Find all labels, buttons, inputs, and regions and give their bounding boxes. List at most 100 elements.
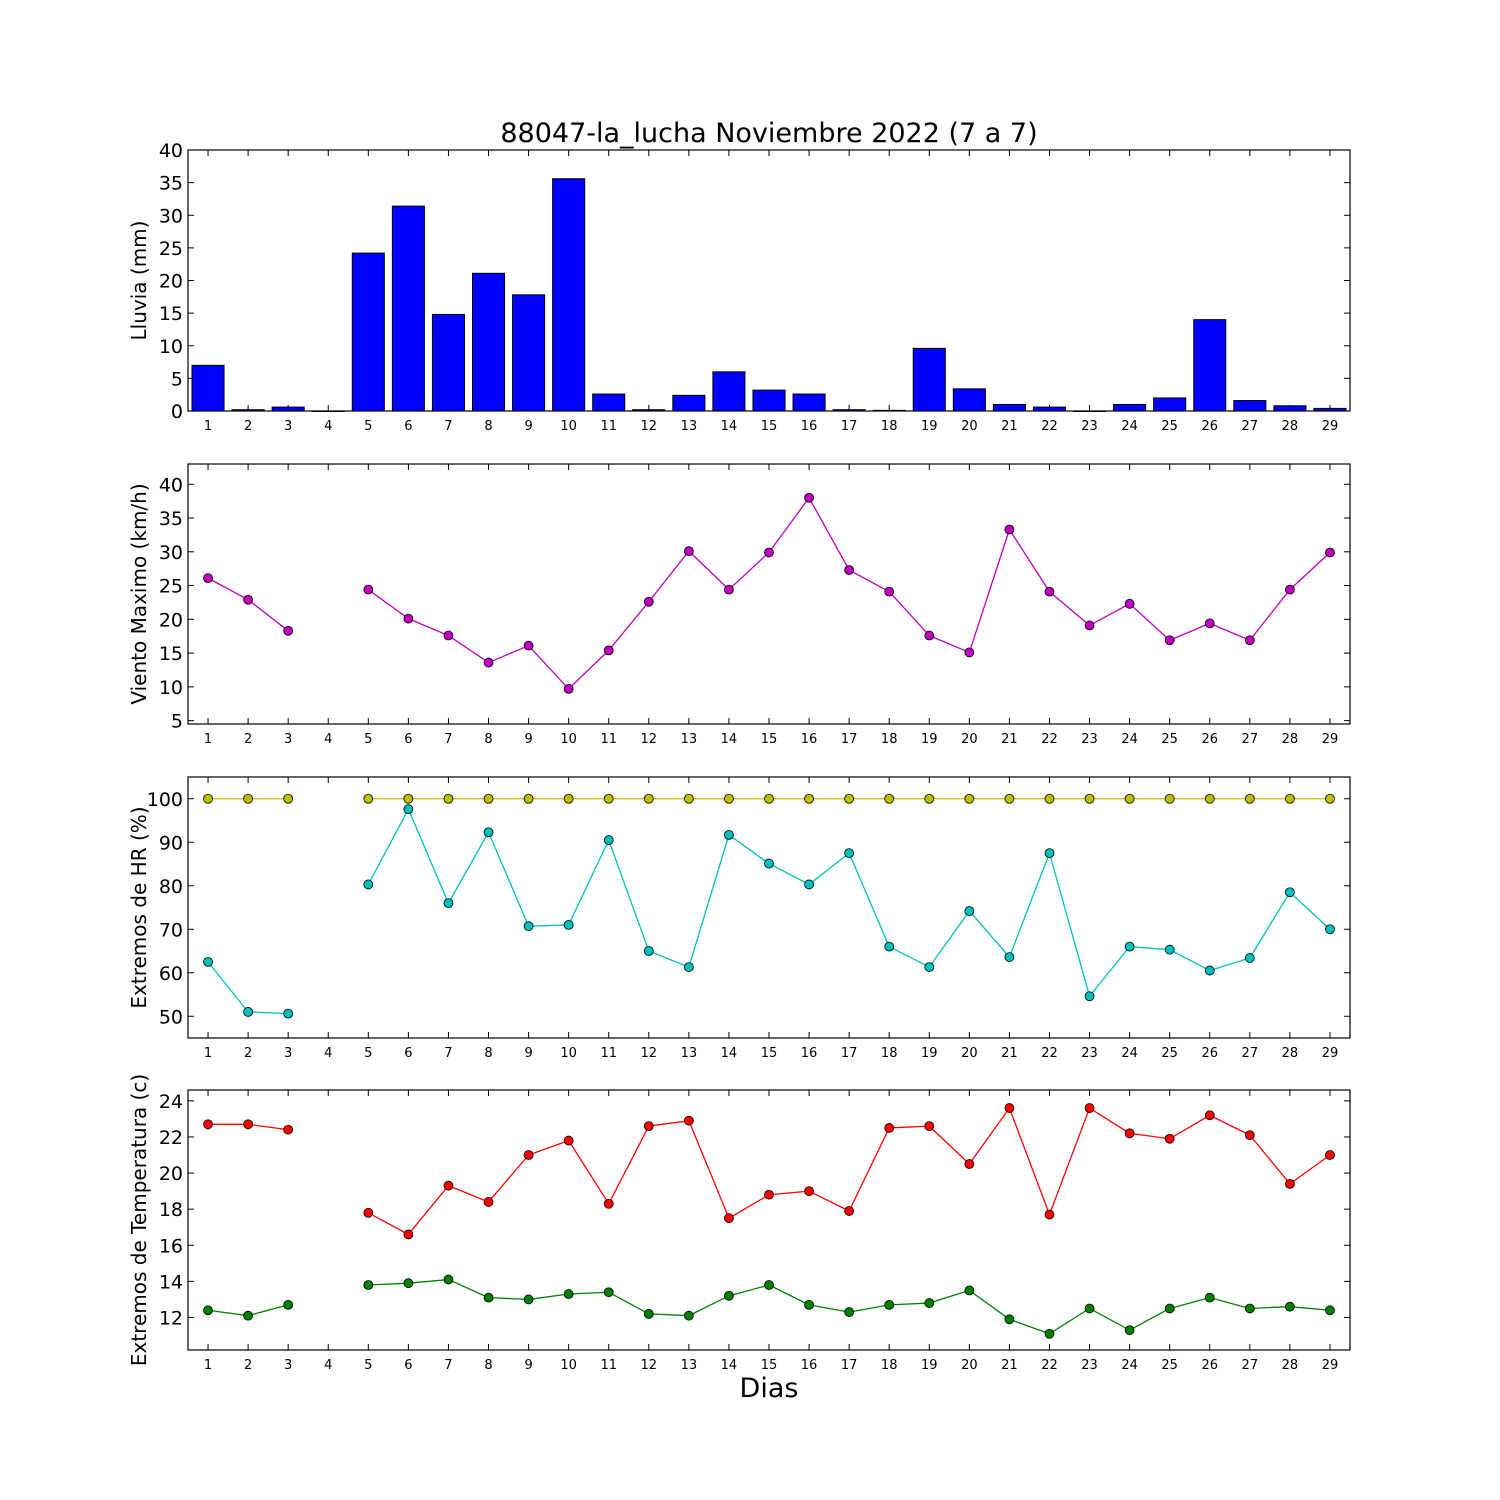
- bar: [351, 252, 385, 412]
- x-tick-label: 3: [284, 732, 292, 747]
- x-tick-label: 25: [1161, 732, 1178, 747]
- data-point: [884, 586, 895, 597]
- data-point: [683, 546, 694, 557]
- data-point: [243, 594, 254, 605]
- data-point: [1244, 793, 1255, 804]
- data-point: [1325, 1305, 1335, 1316]
- x-tick-label: 5: [364, 419, 372, 434]
- data-point: [523, 921, 534, 932]
- data-point: [884, 1299, 895, 1310]
- x-tick-label: 7: [444, 1358, 452, 1373]
- x-tick-label: 19: [921, 1046, 938, 1061]
- data-point: [563, 920, 574, 930]
- data-point: [844, 1307, 855, 1317]
- bar: [431, 313, 465, 412]
- data-point: [1244, 1130, 1255, 1141]
- x-tick-label: 16: [801, 419, 818, 434]
- data-point: [483, 1197, 494, 1207]
- data-point: [523, 1294, 534, 1305]
- data-point: [203, 1119, 213, 1130]
- bar: [632, 409, 666, 412]
- data-point: [884, 941, 895, 952]
- x-tick-label: 9: [524, 1046, 532, 1061]
- y-tick-label: 35: [159, 508, 183, 530]
- data-point: [1204, 618, 1215, 629]
- x-tick-label: 19: [921, 419, 938, 434]
- data-point: [1124, 793, 1135, 804]
- data-point: [363, 1280, 374, 1290]
- bar: [752, 389, 786, 412]
- y-tick-label: 100: [147, 789, 183, 811]
- data-point: [1325, 924, 1335, 935]
- y-axis-label: Extremos de HR (%): [127, 806, 151, 1008]
- data-point: [443, 793, 454, 804]
- x-tick-label: 25: [1161, 419, 1178, 434]
- bar: [391, 205, 425, 412]
- x-tick-label: 28: [1282, 1046, 1299, 1061]
- data-point: [1204, 1110, 1215, 1121]
- x-tick-label: 8: [484, 419, 492, 434]
- x-tick-label: 26: [1201, 1358, 1218, 1373]
- data-point: [1164, 793, 1175, 804]
- x-tick-label: 24: [1121, 1358, 1138, 1373]
- x-tick-label: 21: [1001, 1046, 1018, 1061]
- x-tick-label: 10: [560, 419, 577, 434]
- y-tick-label: 0: [171, 401, 183, 423]
- bar: [271, 406, 305, 412]
- x-tick-label: 28: [1282, 419, 1299, 434]
- y-tick-label: 5: [171, 368, 183, 390]
- data-point: [1044, 1328, 1055, 1339]
- x-tick-label: 18: [881, 1046, 898, 1061]
- y-tick-label: 80: [159, 876, 183, 898]
- data-point: [924, 793, 935, 804]
- x-tick-label: 14: [721, 419, 738, 434]
- x-tick-label: 14: [721, 1046, 738, 1061]
- bar: [1113, 403, 1147, 412]
- data-point: [764, 547, 774, 558]
- x-tick-label: 17: [841, 1358, 858, 1373]
- x-tick-label: 14: [721, 1358, 738, 1373]
- data-point: [1164, 944, 1175, 955]
- data-point: [1004, 1314, 1015, 1325]
- data-point: [1325, 547, 1335, 558]
- bar: [912, 347, 946, 412]
- data-point: [964, 647, 975, 658]
- data-point: [283, 625, 294, 636]
- x-tick-label: 15: [761, 419, 778, 434]
- data-point: [1084, 1303, 1095, 1314]
- x-tick-label: 23: [1081, 1046, 1098, 1061]
- x-tick-label: 14: [721, 732, 738, 747]
- data-point: [1084, 620, 1095, 631]
- x-tick-label: 8: [484, 1046, 492, 1061]
- x-tick-label: 29: [1322, 1046, 1339, 1061]
- x-tick-label: 26: [1201, 732, 1218, 747]
- data-point: [844, 565, 855, 575]
- data-point: [523, 1150, 534, 1160]
- data-point: [1325, 1150, 1335, 1160]
- data-point: [363, 584, 374, 595]
- bar: [592, 393, 626, 412]
- x-tick-label: 20: [961, 1046, 978, 1061]
- data-point: [724, 829, 734, 840]
- x-tick-label: 10: [560, 1046, 577, 1061]
- y-tick-label: 16: [159, 1235, 183, 1257]
- data-point: [683, 962, 694, 972]
- data-point: [483, 793, 494, 804]
- x-tick-label: 9: [524, 732, 532, 747]
- data-point: [603, 835, 614, 845]
- bar: [992, 403, 1026, 412]
- x-tick-label: 13: [681, 732, 698, 747]
- y-tick-label: 40: [159, 140, 183, 162]
- x-tick-label: 20: [961, 732, 978, 747]
- y-tick-label: 90: [159, 832, 183, 854]
- bar: [952, 388, 986, 412]
- data-point: [1084, 1103, 1095, 1113]
- x-tick-label: 3: [284, 419, 292, 434]
- y-tick-label: 15: [159, 303, 183, 325]
- figure-title: 88047-la_lucha Noviembre 2022 (7 a 7): [500, 118, 1037, 149]
- x-tick-label: 9: [524, 419, 532, 434]
- x-tick-label: 2: [244, 732, 252, 747]
- series-line: [367, 496, 1331, 690]
- x-tick-label: 21: [1001, 419, 1018, 434]
